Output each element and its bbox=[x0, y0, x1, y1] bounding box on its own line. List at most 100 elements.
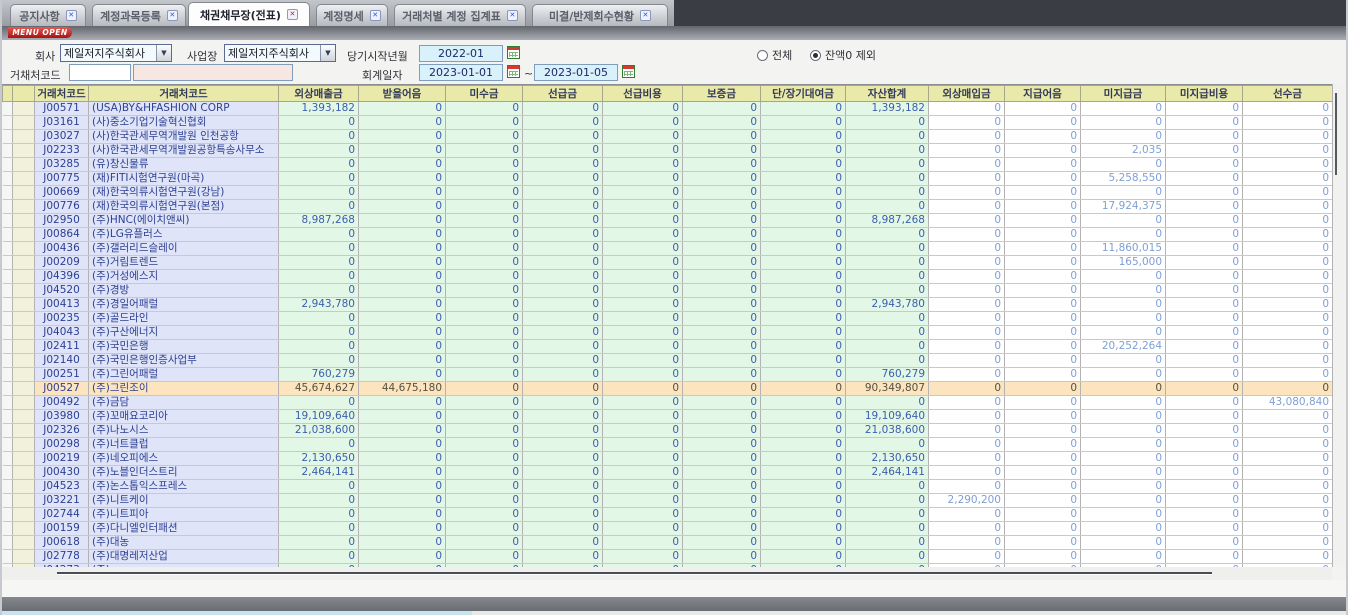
cell-partner-name[interactable]: (유)창신물류 bbox=[88, 157, 279, 172]
cell-partner-code[interactable]: J03285 bbox=[34, 157, 89, 172]
column-header[interactable]: 단/장기대여금 bbox=[760, 85, 846, 102]
table-row[interactable]: J00209 (주)거림트렌드 0 0 0 0 0 0 0 0 0 0 165,000 0 0 bbox=[2, 255, 1332, 270]
row-selector[interactable] bbox=[12, 493, 35, 508]
row-selector[interactable] bbox=[12, 479, 35, 494]
cell-partner-name[interactable]: (주)금담 bbox=[88, 395, 279, 410]
table-row[interactable]: J00571 (USA)BY&HFASHION CORP 1,393,182 0 0 0 0… bbox=[2, 101, 1332, 116]
cell-partner-name[interactable]: (주)니트케이 bbox=[88, 493, 279, 508]
cell-partner-code[interactable]: J00775 bbox=[34, 171, 89, 186]
cell-partner-code[interactable]: J04043 bbox=[34, 325, 89, 340]
table-row[interactable]: J00413 (주)경일어패럴 2,943,780 0 0 0 0 0 0 2,943,780 0 0… bbox=[2, 297, 1332, 312]
table-row[interactable]: J00436 (주)갤러리드슬레이 0 0 0 0 0 0 0 0 0 0 11,860,015 0 0 bbox=[2, 241, 1332, 256]
cell-partner-name[interactable]: (주)경방 bbox=[88, 283, 279, 298]
chevron-down-icon[interactable]: ▼ bbox=[156, 45, 171, 61]
horizontal-scrollbar[interactable] bbox=[2, 567, 1332, 580]
table-row[interactable]: J03980 (주)꼬매요코리아 19,109,640 0 0 0 0 0 0 19,109,64… bbox=[2, 409, 1332, 424]
tab-3[interactable]: 채권채무장(전표) ✕ bbox=[188, 2, 310, 26]
cell-partner-name[interactable]: (주)거성에스지 bbox=[88, 269, 279, 284]
cell-partner-name[interactable]: (주)대농 bbox=[88, 535, 279, 550]
cell-partner-name[interactable]: (주)너트클럽 bbox=[88, 437, 279, 452]
tab-2[interactable]: 계정과목등록 ✕ bbox=[92, 4, 186, 26]
cell-partner-code[interactable]: J04273 bbox=[34, 563, 89, 567]
row-selector[interactable] bbox=[12, 157, 35, 172]
row-selector[interactable] bbox=[12, 115, 35, 130]
column-header[interactable]: 지급어음 bbox=[1004, 85, 1081, 102]
cell-partner-code[interactable]: J00219 bbox=[34, 451, 89, 466]
cell-partner-code[interactable]: J00209 bbox=[34, 255, 89, 270]
cell-partner-name[interactable]: (주)니트피아 bbox=[88, 507, 279, 522]
tab-1[interactable]: 공지사항 ✕ bbox=[10, 4, 86, 26]
cell-partner-name[interactable]: (주)구산에너지 bbox=[88, 325, 279, 340]
cell-partner-name[interactable]: (재)한국의류시험연구원(본점) bbox=[88, 199, 279, 214]
calendar-icon[interactable] bbox=[622, 65, 635, 78]
site-select[interactable]: 제일저지주식회사 ▼ bbox=[224, 44, 336, 62]
partner-code-input[interactable] bbox=[69, 64, 131, 81]
column-header[interactable]: 자산합계 bbox=[845, 85, 929, 102]
cell-partner-code[interactable]: J03221 bbox=[34, 493, 89, 508]
cell-partner-name[interactable]: (주)대명레저산업 bbox=[88, 549, 279, 564]
cell-partner-code[interactable]: J02140 bbox=[34, 353, 89, 368]
table-row[interactable]: J00219 (주)네오피에스 2,130,650 0 0 0 0 0 0 2,130,650 0 0… bbox=[2, 451, 1332, 466]
cell-partner-code[interactable]: J00298 bbox=[34, 437, 89, 452]
menu-open-button[interactable]: MENU OPEN bbox=[8, 27, 72, 38]
cell-partner-name[interactable]: (주)국민은행인증사업부 bbox=[88, 353, 279, 368]
row-selector[interactable] bbox=[12, 171, 35, 186]
cell-partner-name[interactable]: (주)골드라인 bbox=[88, 311, 279, 326]
cell-partner-code[interactable]: J00527 bbox=[34, 381, 89, 396]
row-selector[interactable] bbox=[12, 535, 35, 550]
horizontal-scrollbar-thumb[interactable] bbox=[57, 572, 1212, 574]
cell-partner-code[interactable]: J00251 bbox=[34, 367, 89, 382]
row-selector[interactable] bbox=[12, 213, 35, 228]
column-header[interactable]: 선급금 bbox=[522, 85, 603, 102]
cell-partner-code[interactable]: J03027 bbox=[34, 129, 89, 144]
row-selector[interactable] bbox=[12, 549, 35, 564]
column-header[interactable]: 외상매출금 bbox=[278, 85, 359, 102]
row-selector[interactable] bbox=[12, 367, 35, 382]
table-row[interactable]: J03027 (사)한국관세무역개발원 인천공항 0 0 0 0 0 0 0 0 0 0 0 0 0 bbox=[2, 129, 1332, 144]
cell-partner-name[interactable]: (주)HNC(에이치앤씨) bbox=[88, 213, 279, 228]
table-row[interactable]: J04043 (주)구산에너지 0 0 0 0 0 0 0 0 0 0 0 0 0 bbox=[2, 325, 1332, 340]
cell-partner-code[interactable]: J02411 bbox=[34, 339, 89, 354]
cell-partner-name[interactable]: (주)나노시스 bbox=[88, 423, 279, 438]
row-selector[interactable] bbox=[12, 283, 35, 298]
scope-radio-nonzero[interactable]: 잔액0 제외 bbox=[810, 47, 876, 63]
table-row[interactable]: J00864 (주)LG유플러스 0 0 0 0 0 0 0 0 0 0 0 0 0 bbox=[2, 227, 1332, 242]
table-row[interactable]: J02326 (주)나노시스 21,038,600 0 0 0 0 0 0 21,038,600 0… bbox=[2, 423, 1332, 438]
row-selector[interactable] bbox=[12, 339, 35, 354]
cell-partner-name[interactable]: (USA)BY&HFASHION CORP bbox=[88, 101, 279, 116]
cell-partner-code[interactable]: J03161 bbox=[34, 115, 89, 130]
table-row[interactable]: J00618 (주)대농 0 0 0 0 0 0 0 0 0 0 0 0 0 bbox=[2, 535, 1332, 550]
row-selector[interactable] bbox=[12, 451, 35, 466]
row-selector[interactable] bbox=[12, 325, 35, 340]
row-selector[interactable] bbox=[12, 311, 35, 326]
cell-partner-code[interactable]: J04523 bbox=[34, 479, 89, 494]
cell-partner-code[interactable]: J00669 bbox=[34, 185, 89, 200]
table-row[interactable]: J00298 (주)너트클럽 0 0 0 0 0 0 0 0 0 0 0 0 0 bbox=[2, 437, 1332, 452]
cell-partner-code[interactable]: J00864 bbox=[34, 227, 89, 242]
date-to-input[interactable]: 2023-01-05 bbox=[534, 64, 618, 81]
column-header[interactable]: 미수금 bbox=[445, 85, 523, 102]
table-row[interactable]: J00775 (재)FITI시험연구원(마곡) 0 0 0 0 0 0 0 0 0 0 5,258,55… bbox=[2, 171, 1332, 186]
table-row[interactable]: J00492 (주)금담 0 0 0 0 0 0 0 0 0 0 0 0 43,080,840 bbox=[2, 395, 1332, 410]
table-row[interactable]: J02140 (주)국민은행인증사업부 0 0 0 0 0 0 0 0 0 0 0 0 0 bbox=[2, 353, 1332, 368]
vertical-scrollbar-thumb[interactable] bbox=[1335, 93, 1337, 175]
row-selector[interactable] bbox=[12, 185, 35, 200]
tab-5[interactable]: 거래처별 계정 집계표 ✕ bbox=[394, 4, 526, 26]
scope-radio-all[interactable]: 전체 bbox=[757, 47, 792, 63]
row-selector[interactable] bbox=[12, 465, 35, 480]
table-row[interactable]: J03221 (주)니트케이 0 0 0 0 0 0 0 0 2,290,200 0 0 0 0 bbox=[2, 493, 1332, 508]
cell-partner-code[interactable]: J00776 bbox=[34, 199, 89, 214]
vertical-scrollbar[interactable] bbox=[1332, 84, 1346, 567]
table-row[interactable]: J02233 (사)한국관세무역개발원공항특송사무소 0 0 0 0 0 0 0 0 0 0 2,035… bbox=[2, 143, 1332, 158]
cell-partner-name[interactable]: (사)한국관세무역개발원 인천공항 bbox=[88, 129, 279, 144]
cell-partner-name[interactable]: (주)다니엘인터패션 bbox=[88, 521, 279, 536]
chevron-down-icon[interactable]: ▼ bbox=[320, 45, 335, 61]
tab-close-icon[interactable]: ✕ bbox=[369, 10, 381, 21]
row-selector[interactable] bbox=[12, 297, 35, 312]
row-selector[interactable] bbox=[12, 381, 35, 396]
row-selector[interactable] bbox=[12, 101, 35, 116]
cell-partner-name[interactable]: (주)그린조이 bbox=[88, 381, 279, 396]
tab-close-icon[interactable]: ✕ bbox=[639, 10, 651, 21]
cell-partner-name[interactable]: (주)갤러리드슬레이 bbox=[88, 241, 279, 256]
